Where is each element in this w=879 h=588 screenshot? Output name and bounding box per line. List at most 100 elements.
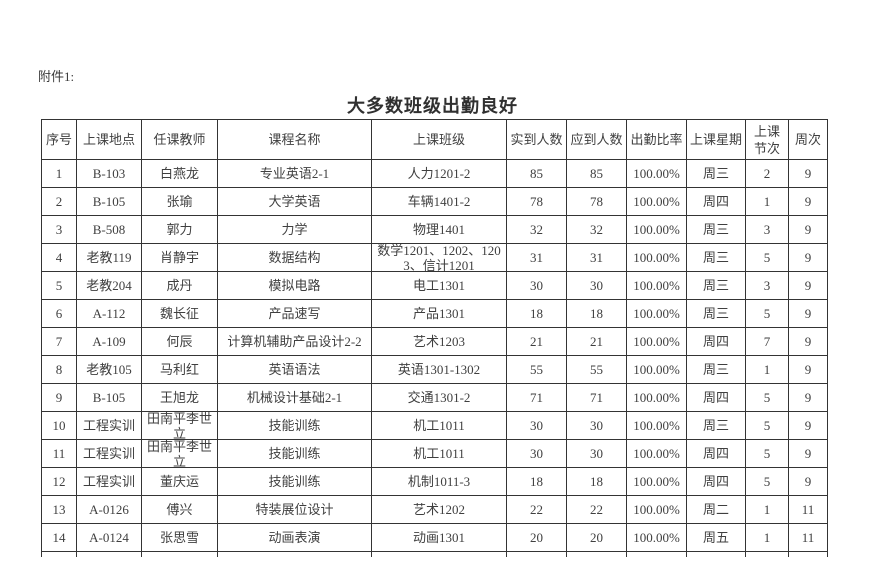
table-cell: 100.00%	[626, 327, 687, 356]
table-cell: 21	[566, 327, 627, 356]
table-cell: A-0124	[76, 523, 142, 552]
border-stub	[745, 551, 790, 557]
table-cell: 6	[41, 299, 77, 328]
table-cell: 9	[41, 383, 77, 412]
border-stub	[141, 551, 218, 557]
column-header: 课程名称	[217, 119, 372, 160]
table-cell: 9	[788, 243, 829, 272]
table-cell: 100.00%	[626, 439, 687, 468]
table-cell: 工程实训	[76, 439, 142, 468]
attachment-label: 附件1:	[38, 69, 75, 84]
table-cell: 机工1011	[371, 411, 507, 440]
border-stub	[788, 551, 829, 557]
table-cell: 5	[745, 411, 790, 440]
column-header: 周次	[788, 119, 829, 160]
border-stub	[371, 551, 507, 557]
table-cell: 3	[745, 215, 790, 244]
table-cell: 18	[566, 467, 627, 496]
border-stub	[566, 551, 627, 557]
table-cell: 老教105	[76, 355, 142, 384]
table-cell: 100.00%	[626, 411, 687, 440]
border-stub	[685, 551, 747, 557]
table-cell: 物理1401	[371, 215, 507, 244]
table-cell: 田南平李世立	[141, 439, 218, 468]
table-cell: A-109	[76, 327, 142, 356]
column-header: 上课地点	[76, 119, 142, 160]
table-cell: 郭力	[141, 215, 218, 244]
table-cell: 数据结构	[217, 243, 372, 272]
table-cell: 30	[506, 271, 567, 300]
table-row: 2 B-105 张瑜 大学英语 车辆1401-2 78 78 100.00% 周四 1 9	[41, 187, 829, 216]
table-cell: 18	[566, 299, 627, 328]
table-cell: 55	[566, 355, 627, 384]
table-cell: 7	[41, 327, 77, 356]
table-row: 4 老教119 肖静宇 数据结构 数学1201、1202、1203、信计1201 31 31…	[41, 243, 829, 272]
border-stub	[76, 551, 142, 557]
table-cell: B-508	[76, 215, 142, 244]
column-header: 上课班级	[371, 119, 507, 160]
attendance-table: 序号 上课地点 任课教师 课程名称 上课班级 实到人数 应到人数 出勤比率 上课星期 上课节次 周次…	[41, 119, 829, 557]
table-cell: 14	[41, 523, 77, 552]
table-cell: 100.00%	[626, 523, 687, 552]
table-cell: 3	[745, 271, 790, 300]
table-cell: 30	[566, 411, 627, 440]
table-cell: 董庆运	[141, 467, 218, 496]
table-cell: 31	[506, 243, 567, 272]
table-cell: 周四	[685, 467, 747, 496]
column-header: 应到人数	[566, 119, 627, 160]
table-cell: 技能训练	[217, 411, 372, 440]
table-cell: 18	[506, 467, 567, 496]
table-cell: 张瑜	[141, 187, 218, 216]
table-cell: 8	[41, 355, 77, 384]
table-cell: 周四	[685, 439, 747, 468]
table-cell: 31	[566, 243, 627, 272]
table-cell: 周五	[685, 523, 747, 552]
table-cell: 9	[788, 327, 829, 356]
table-cell: 机械设计基础2-1	[217, 383, 372, 412]
table-cell: 55	[506, 355, 567, 384]
table-cell: 技能训练	[217, 439, 372, 468]
table-cell: 9	[788, 383, 829, 412]
table-cell: 100.00%	[626, 187, 687, 216]
table-cell: 100.00%	[626, 467, 687, 496]
table-cell: 成丹	[141, 271, 218, 300]
table-cell: 张思雪	[141, 523, 218, 552]
table-cell: 周三	[685, 271, 747, 300]
table-cell: 71	[566, 383, 627, 412]
table-cell: 22	[566, 495, 627, 524]
table-cell: 100.00%	[626, 159, 687, 188]
table-cell: 专业英语2-1	[217, 159, 372, 188]
border-stub	[41, 551, 77, 557]
table-cell: 艺术1203	[371, 327, 507, 356]
table-cell: 1	[745, 187, 790, 216]
table-cell: 5	[745, 299, 790, 328]
table-cell: 周四	[685, 187, 747, 216]
table-cell: 周四	[685, 383, 747, 412]
table-cell: 周三	[685, 159, 747, 188]
table-cell: 78	[566, 187, 627, 216]
table-cell: 特装展位设计	[217, 495, 372, 524]
table-row: 5 老教204 成丹 模拟电路 电工1301 30 30 100.00% 周三 3 9	[41, 271, 829, 300]
table-cell: 周四	[685, 327, 747, 356]
table-cell: 30	[506, 439, 567, 468]
table-cell: 9	[788, 159, 829, 188]
table-cell: 计算机辅助产品设计2-2	[217, 327, 372, 356]
table-row: 1 B-103 白燕龙 专业英语2-1 人力1201-2 85 85 100.00% 周三 2 9	[41, 159, 829, 188]
column-header: 出勤比率	[626, 119, 687, 160]
table-cell: 力学	[217, 215, 372, 244]
table-row: 14 A-0124 张思雪 动画表演 动画1301 20 20 100.00% 周五 1 11	[41, 523, 829, 552]
table-cell: 工程实训	[76, 411, 142, 440]
table-cell: 模拟电路	[217, 271, 372, 300]
table-cell: 85	[506, 159, 567, 188]
table-cell: 100.00%	[626, 215, 687, 244]
table-cell: 9	[788, 215, 829, 244]
border-stub	[217, 551, 372, 557]
table-cell: 32	[506, 215, 567, 244]
table-cell: 100.00%	[626, 355, 687, 384]
table-row: 8 老教105 马利红 英语语法 英语1301-1302 55 55 100.00% 周三 1 9	[41, 355, 829, 384]
table-cell: 交通1301-2	[371, 383, 507, 412]
table-body: 1 B-103 白燕龙 专业英语2-1 人力1201-2 85 85 100.00% 周三 2 9 2…	[41, 159, 829, 557]
table-cell: 王旭龙	[141, 383, 218, 412]
table-cell: 7	[745, 327, 790, 356]
table-cell: 傅兴	[141, 495, 218, 524]
